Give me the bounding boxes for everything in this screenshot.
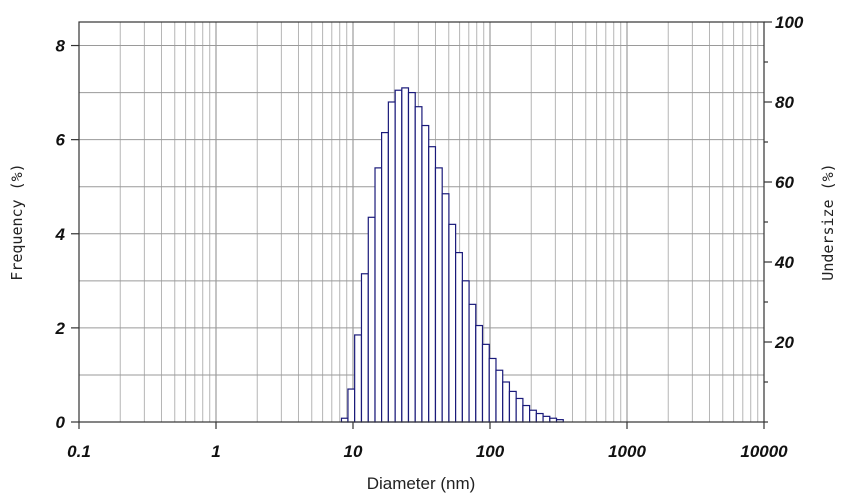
x-tick-label: 1 xyxy=(211,442,220,461)
histogram-bar xyxy=(468,303,477,423)
histogram-bar xyxy=(522,404,531,423)
x-tick-label: 10 xyxy=(344,442,363,461)
histogram-bar xyxy=(387,101,396,423)
y-tick-label: 4 xyxy=(55,225,66,244)
histogram-bar xyxy=(428,146,437,423)
x-tick-label: 1000 xyxy=(608,442,646,461)
right-y-tick-label: 20 xyxy=(774,333,794,352)
x-axis-label: Diameter (nm) xyxy=(367,474,476,493)
histogram-bar xyxy=(461,280,470,423)
tick-marks xyxy=(71,21,772,429)
right-y-tick-label: 40 xyxy=(774,253,794,272)
histogram-bar xyxy=(481,343,490,423)
histogram-bar xyxy=(488,357,497,423)
y-tick-label: 0 xyxy=(56,413,66,432)
histogram-bar xyxy=(529,409,537,423)
x-tick-label: 0.1 xyxy=(67,442,91,461)
histogram-bar xyxy=(455,251,463,423)
histogram-bar xyxy=(421,124,430,423)
right-y-axis-label: Undersize (%) xyxy=(819,163,837,280)
histogram-bar xyxy=(495,369,504,423)
histogram-bar xyxy=(401,87,410,423)
y-tick-label: 2 xyxy=(55,319,66,338)
right-y-tick-label: 100 xyxy=(775,13,804,32)
histogram-bar xyxy=(367,216,376,423)
histogram-bar xyxy=(508,390,517,423)
right-y-tick-label: 60 xyxy=(775,173,794,192)
histogram-bar xyxy=(381,131,389,423)
histogram-bar xyxy=(354,334,363,423)
histogram-bar xyxy=(515,397,524,423)
histogram-bar xyxy=(360,273,369,423)
right-y-tick-labels: 20 40 60 80 100 xyxy=(774,13,804,352)
histogram-bar xyxy=(407,91,416,423)
histogram-bar xyxy=(414,106,423,423)
histogram-bar xyxy=(502,381,511,423)
histogram-bar xyxy=(394,89,403,423)
histogram-bar xyxy=(441,193,450,423)
y-tick-label: 8 xyxy=(56,37,66,56)
histogram-bar xyxy=(475,324,484,423)
histogram-bars xyxy=(340,87,564,423)
histogram-bar xyxy=(434,167,443,423)
histogram-bar xyxy=(347,388,356,423)
right-y-tick-label: 80 xyxy=(775,93,794,112)
y-tick-label: 6 xyxy=(56,131,66,150)
histogram-bar xyxy=(448,223,457,423)
x-tick-labels: 0.1 1 10 100 1000 10000 xyxy=(67,442,788,461)
histogram-bar xyxy=(374,167,383,423)
histogram-bar xyxy=(535,412,544,423)
x-tick-label: 100 xyxy=(476,442,505,461)
y-axis-label: Frequency (%) xyxy=(8,163,26,280)
left-y-tick-labels: 0 2 4 6 8 xyxy=(55,37,66,432)
x-tick-label: 10000 xyxy=(740,442,788,461)
histogram-bar xyxy=(542,415,551,423)
